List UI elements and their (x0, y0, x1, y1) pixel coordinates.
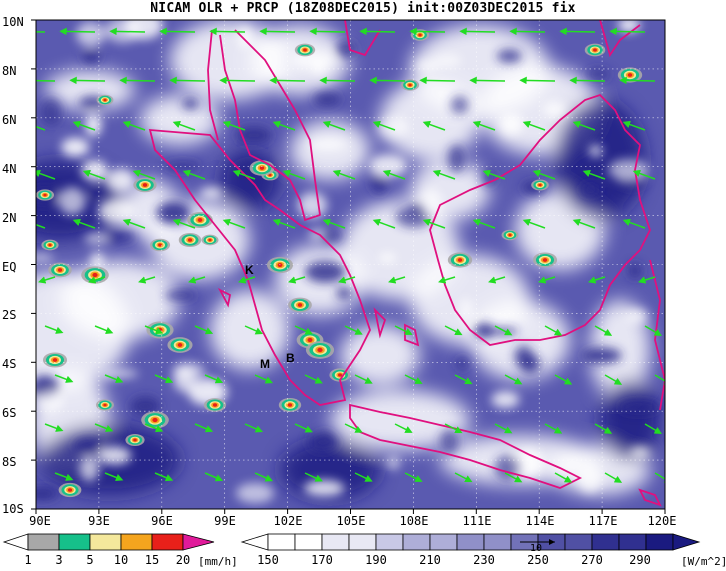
lat-label: 8N (2, 64, 17, 78)
lon-label: 102E (273, 514, 303, 528)
precip-colorbar-label: 10 (113, 553, 129, 567)
lon-label: 108E (399, 514, 429, 528)
lat-label: 6N (2, 113, 17, 127)
precip-colorbar-label: 5 (86, 553, 94, 567)
olr-colorbar-label: 170 (311, 553, 333, 567)
precip-colorbar-label: 1 (24, 553, 32, 567)
precip-colorbar-label: 3 (55, 553, 63, 567)
lon-label: 117E (588, 514, 618, 528)
lat-label: 10N (2, 15, 24, 29)
lat-label: 6S (2, 406, 17, 420)
place-marker-m: M (260, 357, 270, 371)
olr-colorbar-label: 210 (419, 553, 441, 567)
olr-colorbar-label: 150 (257, 553, 279, 567)
lat-label: 10S (2, 502, 24, 516)
lat-label: EQ (2, 260, 17, 274)
wind-vectors (36, 27, 665, 484)
lat-label: 4N (2, 162, 17, 176)
lat-label: 2N (2, 211, 17, 225)
lat-label: 8S (2, 455, 17, 469)
lon-label: 120E (647, 514, 677, 528)
olr-colorbar-label: 250 (527, 553, 549, 567)
coastlines (148, 20, 665, 507)
olr-colorbar-label: 290 (629, 553, 651, 567)
lat-label: 2S (2, 308, 17, 322)
precip-unit: [mm/h] (198, 555, 238, 568)
lon-label: 90E (29, 514, 51, 528)
precip-colorbar-label: 15 (144, 553, 160, 567)
lon-label: 111E (462, 514, 492, 528)
lon-label: 99E (214, 514, 236, 528)
vector-scale-label: 10 (530, 543, 543, 554)
olr-unit: [W/m^2] (681, 555, 726, 568)
lon-label: 114E (525, 514, 555, 528)
lon-label: 93E (88, 514, 110, 528)
lat-label: 4S (2, 357, 17, 371)
olr-colorbar-label: 270 (581, 553, 603, 567)
olr-colorbar (240, 533, 701, 551)
olr-field (36, 20, 665, 509)
lon-label: 105E (336, 514, 366, 528)
precip-colorbar-label: 20 (175, 553, 191, 567)
place-marker-b: B (286, 351, 295, 365)
olr-colorbar-label: 190 (365, 553, 387, 567)
olr-colorbar-label: 230 (473, 553, 495, 567)
precip-colorbar (2, 533, 215, 551)
precip-cells (36, 29, 643, 498)
lon-label: 96E (151, 514, 173, 528)
map-title: NICAM OLR + PRCP (18Z08DEC2015) init:00Z… (150, 1, 576, 16)
place-marker-k: K (245, 263, 254, 277)
